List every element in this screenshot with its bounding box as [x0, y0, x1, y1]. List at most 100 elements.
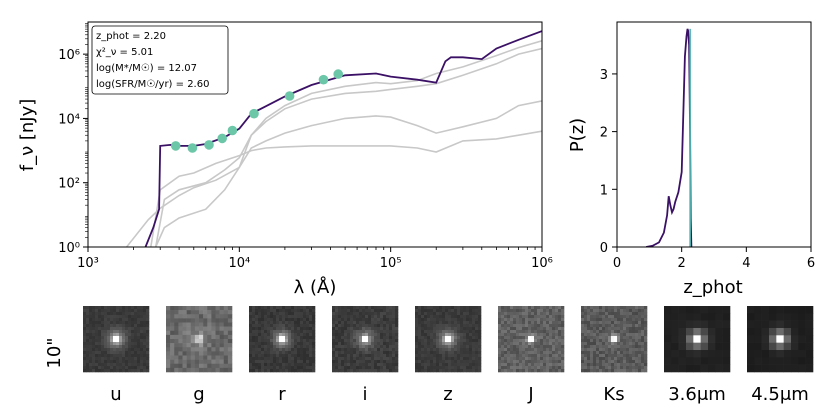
cutout-pixel [338, 339, 342, 343]
cutout-pixel [555, 327, 559, 331]
cutout-pixel [288, 363, 292, 367]
cutout-pixel [513, 333, 517, 337]
cutout-pixel [215, 330, 220, 336]
cutout-pixel [513, 342, 517, 346]
cutout-pixel [359, 309, 363, 313]
cutout-pixel [534, 336, 538, 340]
cutout-pixel [635, 318, 639, 322]
cutout-pixel [365, 309, 369, 313]
cutout-pixel [445, 318, 449, 322]
cutout-pixel [107, 318, 111, 322]
cutout-pixel [116, 306, 120, 310]
cutout-pixel [270, 306, 274, 310]
cutout-pixel [86, 354, 90, 358]
cutout-pixel [249, 315, 253, 319]
cutout-pixel [116, 309, 120, 313]
cutout-pixel [629, 348, 633, 352]
cutout-pixel [581, 336, 585, 340]
cutout-pixel [389, 321, 393, 325]
cutout-pixel [590, 309, 594, 313]
template-curve-1 [125, 100, 542, 247]
cutout-pixel [92, 342, 96, 346]
cutout-pixel [134, 360, 138, 364]
cutout-pixel [501, 318, 505, 322]
cutout-pixel [747, 350, 755, 358]
cutout-pixel [525, 360, 529, 364]
cutout-pixel [258, 354, 262, 358]
cutout-pixel [368, 321, 372, 325]
cutout-pixel [451, 333, 455, 337]
cutout-pixel [783, 320, 792, 329]
cutout-pixel [170, 355, 175, 360]
cutout-pixel [626, 357, 630, 361]
cutout-pixel [291, 357, 295, 361]
cutout-pixel [110, 339, 114, 343]
cutout-pixel [377, 360, 381, 364]
cutout-pixel [128, 333, 132, 337]
cutout-pixel [101, 360, 105, 364]
cutout-pixel [513, 348, 517, 352]
cutout-pixel [546, 315, 550, 319]
cutout-pixel [442, 321, 446, 325]
cutout-pixel [498, 318, 502, 322]
cutout-pixel [267, 345, 271, 349]
cutout-pixel [362, 339, 366, 343]
cutout-pixel [332, 306, 336, 310]
cutout-pixel [203, 322, 208, 327]
cutout-pixel [371, 315, 375, 319]
cutout-pixel [558, 342, 562, 346]
cutout-pixel [463, 342, 467, 346]
cutout-pixel [89, 357, 93, 361]
cutout-pixel [255, 354, 259, 358]
cutout-pixel [433, 345, 437, 349]
cutout-pixel [380, 363, 384, 367]
cutout-pixel [380, 327, 384, 331]
cutout-pixel [754, 335, 762, 343]
cutout-pixel [178, 322, 183, 327]
cutout-pixel [279, 312, 283, 316]
cutout-pixel [641, 357, 645, 361]
cutout-pixel [457, 321, 461, 325]
cutout-pixel [418, 366, 422, 370]
cutout-pixel [273, 336, 277, 340]
cutout-pixel [693, 320, 701, 329]
cutout-pixel [389, 312, 393, 316]
cutout-pixel [297, 366, 301, 370]
cutout-pixel [472, 336, 476, 340]
cutout-pixel [457, 330, 461, 334]
cutout-pixel [258, 342, 262, 346]
cutout-pixel [664, 350, 672, 358]
cutout-pixel [519, 348, 523, 352]
cutout-pixel [386, 324, 390, 328]
cutout-band-label: i [362, 384, 367, 405]
cutout-pixel [125, 327, 129, 331]
cutout-pixel [178, 359, 183, 365]
cutout-pixel [344, 339, 348, 343]
cutout-pixel [644, 360, 648, 364]
cutout-pixel [178, 318, 183, 323]
cutout-pixel [383, 333, 387, 337]
cutout-pixel [608, 315, 612, 319]
cutout-pixel [285, 357, 289, 361]
cutout-pixel [555, 339, 559, 343]
cutout-pixel [608, 309, 612, 313]
cutout-pixel [341, 342, 345, 346]
cutout-pixel [122, 366, 126, 370]
cutout-pixel [519, 318, 523, 322]
cutout-pixel [140, 333, 144, 337]
cutout-pixel [448, 369, 452, 373]
cutout-pixel [558, 312, 562, 316]
cutout-pixel [258, 363, 262, 367]
cutout-pixel [638, 330, 642, 334]
cutout-pixel [460, 312, 464, 316]
cutout-pixel [383, 315, 387, 319]
cutout-pixel [282, 333, 286, 337]
cutout-pixel [671, 357, 679, 365]
cutout-pixel [546, 333, 550, 337]
cutout-pixel [374, 321, 378, 325]
cutout-pixel [371, 360, 375, 364]
cutout-pixel [309, 345, 313, 349]
cutout-pixel [344, 348, 348, 352]
cutout-pixel [101, 327, 105, 331]
cutout-pixel [451, 339, 455, 343]
